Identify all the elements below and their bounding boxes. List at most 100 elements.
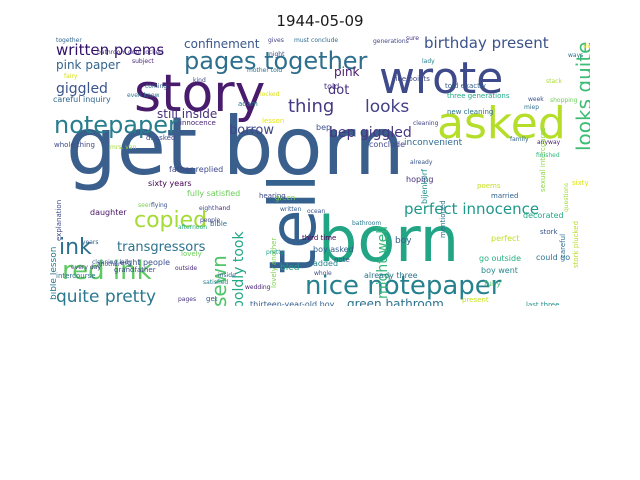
- cloud-word-quite-pretty: quite pretty: [56, 287, 156, 306]
- cloud-word-birthday-present: birthday present: [424, 36, 549, 52]
- cloud-word-daughter: daughter: [90, 208, 127, 217]
- cloud-word-satisfied: satisfied: [203, 279, 228, 286]
- cloud-word-wrote: wrote: [379, 53, 503, 104]
- cloud-word-written-poems: written poems: [56, 41, 164, 59]
- cloud-word-dot: dot: [328, 83, 349, 98]
- cloud-word-three-generations: three generations: [447, 92, 510, 100]
- cloud-word-go-outside: go outside: [479, 254, 521, 263]
- cloud-word-sewn: sewn: [207, 255, 231, 306]
- cloud-word-fine-points: fine points: [393, 75, 430, 83]
- cloud-word-still-inside: still inside: [157, 107, 217, 121]
- cloud-word-perfect: perfect: [491, 234, 520, 243]
- cloud-word-shopping: shopping: [550, 97, 578, 104]
- cloud-word-pink-paper: pink paper: [56, 58, 120, 72]
- cloud-word-poems: poems: [477, 182, 501, 190]
- cloud-word-miep: miep: [524, 104, 539, 111]
- cloud-word-questions: questions: [563, 183, 570, 212]
- cloud-word-fully: fully: [484, 279, 501, 288]
- cloud-word-stork: stork: [540, 228, 559, 236]
- cloud-word-eight-people: eight people: [120, 258, 170, 267]
- cloud-word-bible-lesson: bible lesson: [50, 247, 59, 300]
- cloud-word-fully-satisfied: fully satisfied: [187, 189, 240, 198]
- cloud-word-green: green: [275, 194, 295, 202]
- cloud-word-pink: pink: [334, 65, 360, 79]
- cloud-word-asked: asked: [437, 98, 566, 149]
- cloud-word-kind: kind: [193, 77, 206, 84]
- cloud-word-years: years: [82, 239, 99, 246]
- cloud-word-sixty: sixty: [572, 179, 589, 187]
- cloud-word-mrs-van: mrs. van: [110, 144, 136, 151]
- cloud-word-even-know: even know: [127, 92, 160, 99]
- cloud-word-red-ink: red ink: [62, 256, 152, 286]
- cloud-word-every-day: every day: [71, 264, 101, 271]
- cloud-word-boldly-took: boldly took: [231, 231, 247, 306]
- word-cloud-canvas: get born born tell story wrote asked pages tog…: [50, 36, 590, 306]
- cloud-word-pages: pages: [178, 296, 196, 303]
- cloud-word-copied: copied: [134, 208, 207, 233]
- cloud-word-gives: gives: [268, 37, 284, 44]
- cloud-word-hoping: hoping: [406, 175, 433, 184]
- cloud-word-careful-inquiry: careful inquiry: [53, 95, 111, 104]
- cloud-word-mother-told: mother told: [247, 67, 282, 74]
- cloud-word-present: present: [462, 296, 489, 304]
- cloud-word-ways: ways: [568, 52, 583, 59]
- cloud-word-pretty: pretty: [266, 249, 285, 256]
- cloud-word-bled: bled: [280, 263, 299, 273]
- cloud-word-note: note: [334, 256, 350, 264]
- cloud-word-explanation: explanation: [55, 200, 63, 241]
- cloud-word-hand: hand: [215, 205, 230, 212]
- cloud-word-flying: flying: [151, 202, 168, 209]
- cloud-word-eight: eight: [199, 205, 215, 212]
- cloud-word-lesson: lesson: [262, 117, 284, 125]
- cloud-word-pages-together: pages together: [184, 47, 368, 75]
- cloud-word-confinement: confinement: [184, 37, 260, 51]
- cloud-word-generations: generations: [373, 38, 409, 45]
- cloud-word-week: week: [528, 96, 544, 103]
- cloud-word-perfect-innocence: perfect innocence: [404, 200, 539, 218]
- cloud-word-transgressors: transgressors: [117, 240, 206, 255]
- cloud-word-mentioned: mentioned: [439, 200, 447, 238]
- cloud-word-green-bathroom: green bathroom: [347, 297, 444, 306]
- cloud-word-intercourse: intercourse: [56, 272, 96, 280]
- cloud-word-giggled: giggled: [56, 81, 108, 97]
- cloud-word-lovely-another: lovely another: [270, 238, 278, 288]
- cloud-word-inside: inside: [218, 272, 236, 279]
- cloud-word-careful: careful: [559, 234, 567, 258]
- cloud-word-already: already: [410, 159, 433, 166]
- cloud-word-get: get: [206, 295, 218, 303]
- cloud-word-told-exactly: told exactly: [445, 82, 486, 90]
- cloud-word-boy: boy: [395, 236, 412, 246]
- cloud-word-story: story: [134, 64, 265, 124]
- cloud-word-could-go: could go: [536, 253, 570, 262]
- cloud-word-boy-asked: boy asked: [313, 245, 354, 254]
- cloud-word-lady: lady: [422, 58, 435, 65]
- cloud-word-new-cleaning: new cleaning: [447, 108, 493, 116]
- cloud-word-ocean: ocean: [307, 208, 325, 215]
- cloud-word-bible: bible: [210, 220, 227, 228]
- figure-title: 1944-05-09: [276, 12, 364, 30]
- cloud-word-married: married: [491, 192, 518, 200]
- cloud-word-coming: coming: [145, 83, 167, 90]
- cloud-word-must-conclude: must conclude: [294, 37, 338, 44]
- cloud-word-locked: locked: [260, 91, 280, 98]
- cloud-word-finished: finished: [536, 152, 560, 159]
- cloud-word-seen: seen: [138, 202, 153, 209]
- cloud-word-whole: whole: [314, 270, 332, 277]
- cloud-word-told: told: [324, 82, 339, 91]
- cloud-word-father-replied: father replied: [169, 165, 223, 174]
- cloud-word-get-born: get born: [66, 100, 405, 193]
- cloud-word-bep-giggled: bep giggled: [329, 125, 412, 141]
- cloud-word-grandfather: grandfather: [114, 266, 156, 274]
- cloud-word-sleep: sleep: [583, 43, 590, 50]
- cloud-word-lovely: lovely: [181, 250, 202, 258]
- cloud-word-boy-went: boy went: [481, 266, 518, 275]
- cloud-word-whole-thing: whole thing: [54, 141, 95, 149]
- cloud-word-anyway: anyway: [537, 139, 561, 146]
- cloud-word-thing: thing: [288, 96, 334, 117]
- cloud-word-people: people: [200, 217, 221, 224]
- cloud-word-nice-notepaper: nice notepaper: [305, 271, 502, 301]
- cloud-word-notepaper: notepaper: [54, 111, 178, 139]
- cloud-word-inconvenient: inconvenient: [404, 138, 463, 148]
